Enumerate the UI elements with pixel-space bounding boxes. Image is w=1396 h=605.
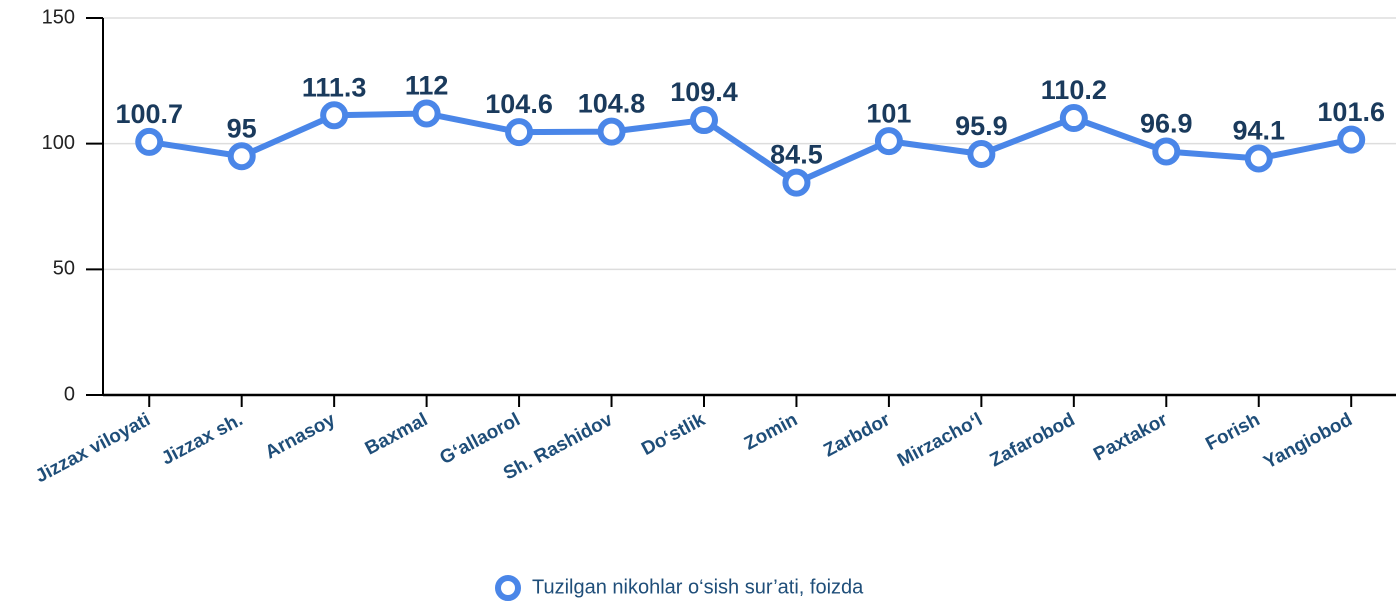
- x-tick-label: Jizzax sh.: [158, 409, 246, 469]
- y-tick-label: 100: [42, 132, 75, 154]
- value-label: 95.9: [955, 111, 1008, 141]
- value-label: 95: [227, 113, 257, 143]
- x-tick-label: Zarbdor: [820, 409, 894, 462]
- x-tick-label: Jizzax viloyati: [32, 409, 154, 487]
- value-label: 104.8: [578, 89, 646, 119]
- point: [1244, 144, 1273, 173]
- x-tick-label: Zomin: [741, 409, 801, 454]
- x-tick-label: Baxmal: [362, 409, 432, 459]
- point: [597, 117, 626, 146]
- value-label: 100.7: [115, 99, 183, 129]
- value-label: 101: [866, 98, 911, 128]
- value-label: 101.6: [1317, 97, 1385, 127]
- legend-label: Tuzilgan nikohlar o‘sish sur’ati, foizda: [532, 576, 864, 598]
- y-tick-label: 150: [42, 6, 75, 28]
- point: [135, 127, 164, 156]
- x-tick-label: Do‘stlik: [638, 409, 709, 460]
- point: [412, 99, 441, 128]
- point: [227, 142, 256, 171]
- x-tick-label: Mirzacho‘l: [894, 409, 986, 471]
- y-tick-label: 0: [64, 383, 75, 405]
- point: [1059, 104, 1088, 133]
- x-tick-label: Forish: [1202, 409, 1263, 455]
- value-label: 84.5: [770, 140, 823, 170]
- point: [320, 101, 349, 130]
- value-label: 94.1: [1232, 116, 1285, 146]
- series-line: [148, 110, 1352, 186]
- value-label: 110.2: [1041, 75, 1107, 105]
- legend-marker: [495, 575, 521, 601]
- point: [782, 168, 811, 197]
- point: [874, 127, 903, 156]
- x-tick-label: Paxtakor: [1090, 409, 1171, 466]
- value-label: 109.4: [670, 77, 738, 107]
- value-label: 112: [405, 71, 449, 101]
- x-tick-label: Yangiobod: [1260, 409, 1356, 473]
- point: [1337, 125, 1366, 154]
- value-label: 111.3: [302, 72, 367, 102]
- point: [967, 139, 996, 168]
- value-label: 104.6: [485, 89, 553, 119]
- point: [689, 106, 718, 135]
- point: [505, 118, 534, 147]
- x-tick-label: Arnasoy: [262, 409, 339, 463]
- value-label: 96.9: [1140, 109, 1193, 139]
- point: [1152, 137, 1181, 166]
- y-tick-label: 50: [53, 258, 75, 280]
- x-tick-label: Zafarobod: [987, 409, 1079, 471]
